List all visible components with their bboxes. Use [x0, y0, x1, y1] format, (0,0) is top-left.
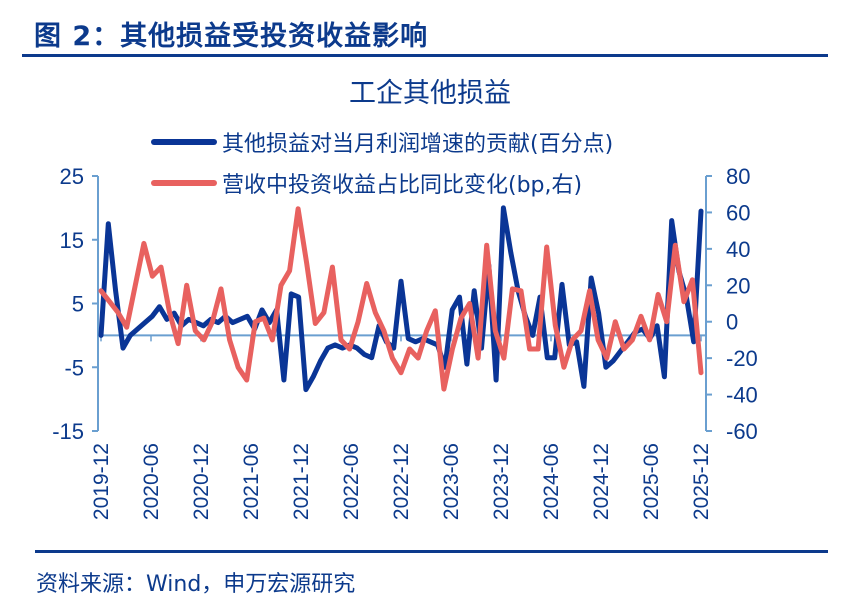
x-tick-label: 2024-12	[590, 443, 613, 520]
x-tick-label: 2025-12	[690, 443, 713, 520]
x-tick-label: 2019-12	[90, 443, 113, 520]
series-lines	[98, 205, 704, 393]
x-tick-label: 2020-06	[140, 443, 163, 520]
legend-label-red: 营收中投资收益占比同比变化(bp,右)	[222, 173, 582, 198]
x-tick-label: 2021-12	[290, 443, 313, 520]
left-y-tick-label: -15	[52, 419, 84, 444]
x-tick-label: 2023-12	[490, 443, 513, 520]
x-tick-label: 2020-12	[190, 443, 213, 520]
source-rule	[35, 550, 828, 553]
x-tick-label: 2022-06	[340, 443, 363, 520]
right-y-tick-label: -60	[726, 419, 758, 444]
source-note: 资料来源：Wind，申万宏源研究	[36, 572, 356, 597]
chart-title: 工企其他损益	[349, 78, 511, 109]
right-y-tick-label: -40	[726, 383, 758, 408]
left-y-tick-label: 5	[72, 292, 84, 317]
right-y-tick-label: 80	[726, 164, 750, 189]
series-line-blue	[98, 205, 704, 393]
axes: 25 15 5 -5 -15 80 60 40 20 0 -20 -40 -60	[52, 164, 758, 444]
x-axis-labels: 2019-12 2020-06 2020-12 2021-06 2021-12 2022-…	[90, 443, 713, 520]
left-y-tick-label: -5	[64, 355, 84, 380]
right-y-tick-label: 20	[726, 273, 750, 298]
left-y-tick-label: 25	[60, 164, 84, 189]
figure-title: 图 2：其他损益受投资收益影响	[34, 21, 429, 52]
x-tick-label: 2025-06	[640, 443, 663, 520]
x-tick-label: 2023-06	[440, 443, 463, 520]
right-y-tick-label: 0	[726, 310, 738, 335]
title-rule	[22, 54, 828, 57]
right-y-tick-label: 60	[726, 200, 750, 225]
left-y-tick-label: 15	[60, 228, 84, 253]
legend: 其他损益对当月利润增速的贡献(百分点) 营收中投资收益占比同比变化(bp,右)	[151, 132, 613, 198]
right-y-tick-label: -20	[726, 346, 758, 371]
series-line-red	[98, 206, 704, 392]
x-tick-label: 2024-06	[540, 443, 563, 520]
right-y-tick-label: 40	[726, 237, 750, 262]
x-tick-label: 2022-12	[390, 443, 413, 520]
x-tick-label: 2021-06	[240, 443, 263, 520]
legend-label-blue: 其他损益对当月利润增速的贡献(百分点)	[222, 132, 613, 157]
